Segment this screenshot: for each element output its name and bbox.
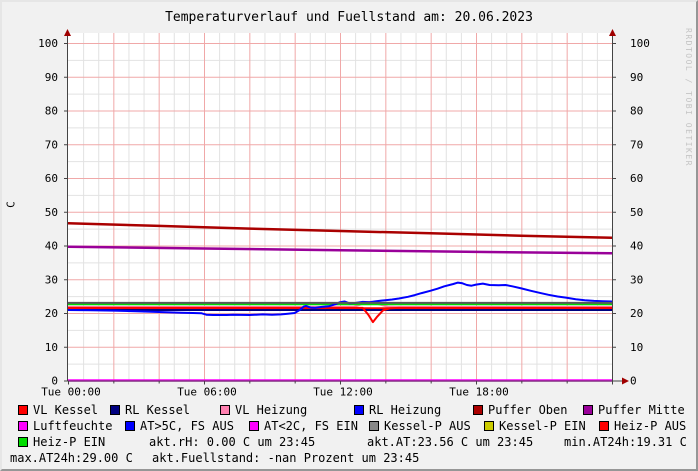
y-tick-label-right: 0	[630, 375, 637, 388]
gridlines-major	[68, 33, 612, 381]
y-tick-label-right: 60	[630, 172, 643, 185]
y-tick-label-left: 60	[45, 172, 58, 185]
y-tick-label-right: 50	[630, 206, 643, 219]
series-line-puffer-mitte	[67, 245, 613, 255]
y-tick-label-right: 30	[630, 273, 643, 286]
chart-title: Temperaturverlauf und Fuellstand am: 20.…	[165, 10, 533, 25]
series-line-vl-kessel	[68, 306, 612, 324]
y-tick-label-left: 50	[45, 206, 58, 219]
tick-labels: 0 0 10 10 20 20 30 30 40 40 50 50 60 60 70 70 80 80 90 90 10…	[38, 37, 650, 399]
x-tick-label: Tue 06:00	[177, 386, 237, 399]
y-tick-label-left: 20	[45, 307, 58, 320]
y-tick-label-right: 40	[630, 240, 643, 253]
y-tick-label-left: 40	[45, 240, 58, 253]
y-tick-label-right: 90	[630, 71, 643, 84]
x-tick-label: Tue 18:00	[449, 386, 509, 399]
rrdtool-watermark: RRDTOOL / TOBI OETIKER	[684, 28, 693, 167]
y-axis-title: C	[4, 201, 18, 208]
y-tick-label-left: 30	[45, 273, 58, 286]
series-line-puffer-oben	[67, 221, 613, 239]
y-tick-label-left: 80	[45, 105, 58, 118]
axes	[64, 30, 622, 385]
y-tick-label-right: 10	[630, 341, 643, 354]
y-tick-label-left: 0	[51, 375, 58, 388]
y-tick-label-right: 100	[630, 37, 650, 50]
axis-arrows	[64, 29, 629, 385]
y-tick-label-left: 70	[45, 138, 58, 151]
y-tick-label-left: 10	[45, 341, 58, 354]
x-tick-label: Tue 00:00	[41, 386, 101, 399]
y-tick-label-left: 100	[38, 37, 58, 50]
y-tick-label-right: 80	[630, 105, 643, 118]
y-tick-label-right: 70	[630, 138, 643, 151]
x-tick-label: Tue 12:00	[313, 386, 373, 399]
y-tick-label-right: 20	[630, 307, 643, 320]
y-tick-label-left: 90	[45, 71, 58, 84]
